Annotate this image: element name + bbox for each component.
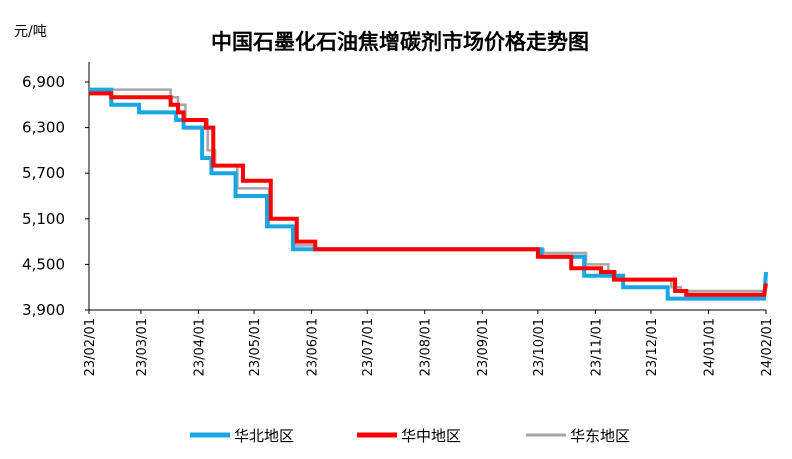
legend-label-3: 华东地区 bbox=[570, 427, 630, 445]
legend-label-1: 华北地区 bbox=[234, 427, 294, 445]
chart-title: 中国石墨化石油焦增碳剂市场价格走势图 bbox=[211, 29, 589, 54]
y-tick-label: 5,100 bbox=[22, 210, 65, 228]
series-lines bbox=[89, 87, 768, 301]
y-axis-ticks: 6,900 6,300 5,700 5,100 4,500 3,900 bbox=[22, 73, 89, 319]
x-tick-label: 23/09/01 bbox=[476, 318, 491, 376]
axes bbox=[88, 62, 766, 311]
x-tick-label: 23/07/01 bbox=[361, 318, 376, 376]
y-tick-label: 4,500 bbox=[22, 255, 65, 273]
x-tick-label: 23/02/01 bbox=[83, 318, 98, 376]
x-tick-label: 23/11/01 bbox=[589, 318, 604, 376]
y-axis-unit-label: 元/吨 bbox=[14, 24, 47, 40]
y-tick-label: 5,700 bbox=[22, 164, 65, 182]
x-tick-label: 23/03/01 bbox=[135, 318, 150, 376]
x-tick-label: 23/05/01 bbox=[248, 318, 263, 376]
legend: 华北地区 华中地区 华东地区 bbox=[190, 427, 630, 445]
y-tick-label: 3,900 bbox=[22, 301, 65, 319]
x-tick-label: 23/04/01 bbox=[192, 318, 207, 376]
x-tick-label: 23/08/01 bbox=[419, 318, 434, 376]
y-tick-label: 6,300 bbox=[22, 119, 65, 137]
series-line-2 bbox=[89, 91, 768, 297]
x-tick-label: 23/10/01 bbox=[532, 318, 547, 376]
x-tick-label: 24/02/01 bbox=[760, 318, 775, 376]
x-tick-label: 23/12/01 bbox=[645, 318, 660, 376]
y-tick-label: 6,900 bbox=[22, 73, 65, 91]
legend-label-2: 华中地区 bbox=[401, 427, 461, 445]
x-axis-ticks: 23/02/01 23/03/01 23/04/01 23/05/01 23/06/01… bbox=[83, 310, 775, 376]
x-tick-label: 23/06/01 bbox=[306, 318, 321, 376]
x-tick-label: 24/01/01 bbox=[703, 318, 718, 376]
